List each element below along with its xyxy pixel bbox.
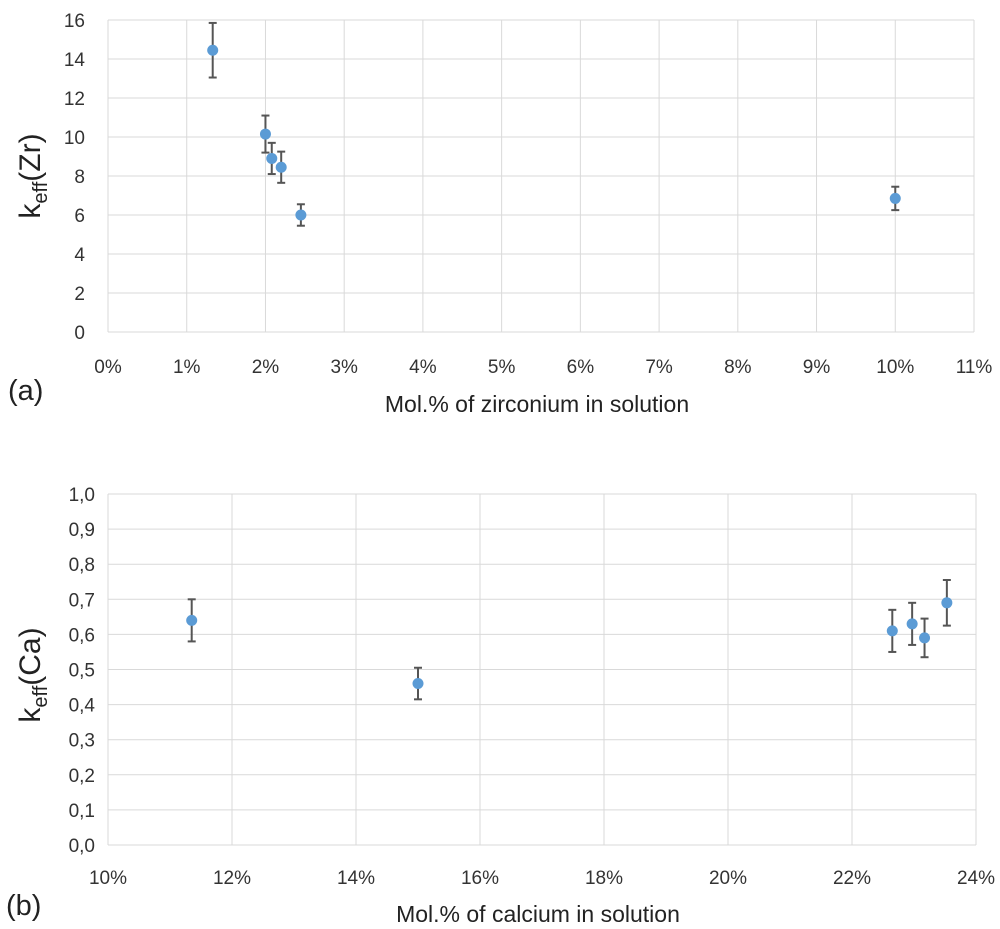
x-tick-label: 5% [488,357,516,378]
x-tick-label: 6% [567,357,595,378]
y-tick-label: 2 [74,284,85,305]
data-point [906,618,918,630]
y-tick-label: 14 [64,50,86,71]
x-tick-label: 0% [94,357,122,378]
x-tick-label: 1% [173,357,201,378]
x-axis-title: Mol.% of zirconium in solution [385,391,689,417]
y-tick-label: 6 [74,206,85,227]
x-tick-label: 8% [724,357,752,378]
y-tick-label: 16 [64,11,85,32]
panel-label: (b) [6,890,41,922]
x-tick-label: 2% [252,357,280,378]
data-point [266,152,278,164]
y-tick-label: 0,5 [69,661,95,682]
data-point [295,209,307,221]
y-tick-label: 0,3 [69,731,95,752]
x-tick-label: 22% [833,868,871,889]
y-axis-title-main: k [14,203,47,219]
y-axis-title-subscript: eff [30,181,52,203]
x-tick-label: 10% [876,357,914,378]
x-tick-label: 24% [957,868,995,889]
y-tick-label: 0 [74,323,85,344]
x-tick-label: 10% [89,868,127,889]
x-tick-label: 3% [330,357,358,378]
y-tick-label: 8 [74,167,85,188]
plot-area: 0% 1% 2% 3% 4% 5% 6% 7% 8% 9% 10% 11% 0 2 4 6 8 10 12 14 16 [64,11,993,378]
x-tick-label: 9% [803,357,831,378]
data-point [275,161,287,173]
x-tick-label: 7% [645,357,673,378]
y-tick-label: 1,0 [69,485,95,506]
x-tick-label: 11% [956,357,993,378]
y-axis-title: keff(Zr) [14,133,52,218]
y-tick-label: 0,6 [69,625,95,646]
data-point [412,678,424,690]
y-tick-label: 12 [64,89,85,110]
x-tick-label: 4% [409,357,437,378]
y-tick-label: 0,8 [69,555,95,576]
data-point [259,128,271,140]
data-point [919,632,931,644]
x-tick-label: 12% [213,868,251,889]
y-tick-label: 0,9 [69,520,95,541]
data-point [941,597,953,609]
data-point [207,44,219,56]
y-axis-title-subscript: eff [30,685,52,707]
chart-b-svg: 10% 12% 14% 16% 18% 20% 22% 24% 0,0 0,1 0,2 0,3 0,4 0… [6,485,996,927]
plot-area: 10% 12% 14% 16% 18% 20% 22% 24% 0,0 0,1 0,2 0,3 0,4 0… [69,485,996,889]
chart-panel-a: 0% 1% 2% 3% 4% 5% 6% 7% 8% 9% 10% 11% 0 2 4 6 8 10 12 14 16 M… [0,0,1000,430]
y-tick-label: 4 [74,245,85,266]
y-tick-label: 0,2 [69,766,95,787]
y-tick-label: 0,1 [69,801,95,822]
data-point [889,192,901,204]
y-axis-title-tail: (Ca) [14,627,47,685]
x-tick-label: 18% [585,868,623,889]
y-tick-label: 0,4 [69,696,96,717]
y-axis-title-tail: (Zr) [14,133,47,181]
x-tick-label: 14% [337,868,375,889]
data-point [886,625,898,637]
chart-panel-b: 10% 12% 14% 16% 18% 20% 22% 24% 0,0 0,1 0,2 0,3 0,4 0… [0,470,1000,929]
chart-a-svg: 0% 1% 2% 3% 4% 5% 6% 7% 8% 9% 10% 11% 0 2 4 6 8 10 12 14 16 M… [8,11,993,417]
x-tick-label: 16% [461,868,499,889]
x-axis-title: Mol.% of calcium in solution [396,901,680,927]
y-tick-label: 10 [64,128,85,149]
y-tick-label: 0,7 [69,590,95,611]
y-axis-title: keff(Ca) [14,627,52,722]
panel-label: (a) [8,375,43,407]
x-tick-label: 20% [709,868,747,889]
data-point [186,614,198,626]
y-axis-title-main: k [14,707,47,723]
y-tick-label: 0,0 [69,836,95,857]
